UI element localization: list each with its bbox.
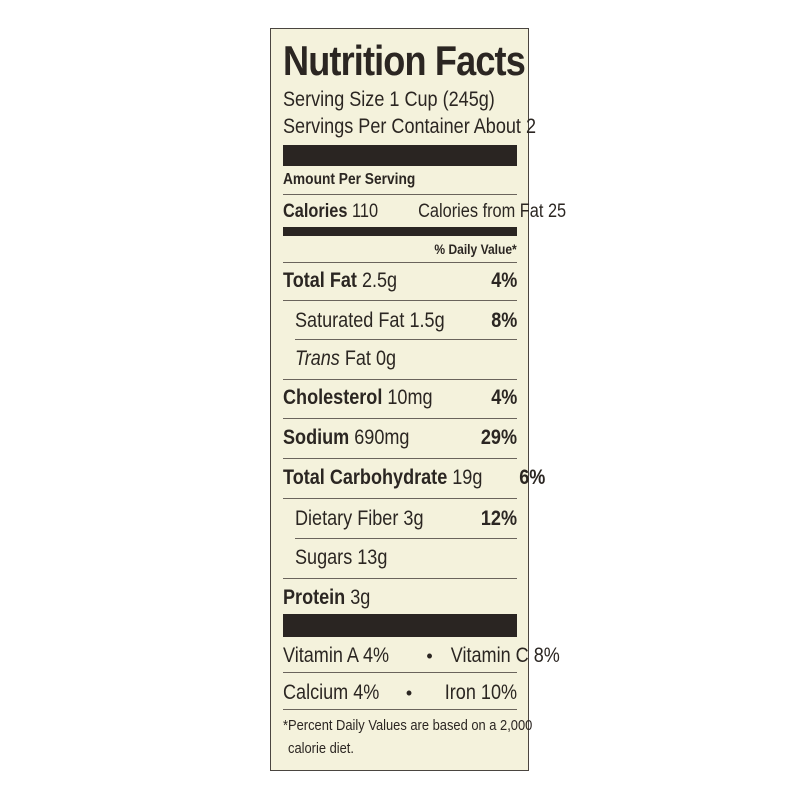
divider [283, 709, 517, 710]
divider [283, 498, 517, 499]
bullet-separator: • [426, 646, 433, 666]
nutrient-amount: 19g [452, 466, 483, 489]
nutrient-label: Protein [283, 586, 346, 609]
nutrient-row-cholesterol: Cholesterol 10mg 4% [283, 386, 517, 410]
medium-divider [283, 227, 517, 236]
title-text: Nutrition Facts [283, 37, 526, 84]
nutrient-amount: 3g [403, 507, 424, 530]
nutrient-label: Cholesterol [283, 386, 383, 409]
servings-per-container: Servings Per Container About 2 [283, 115, 536, 139]
calories-row: Calories 110 Calories from Fat 25 [283, 201, 566, 223]
nutrient-row-sodium: Sodium 690mg 29% [283, 426, 517, 450]
nutrient-dv: 6% [519, 466, 546, 489]
calories-label: Calories [283, 201, 348, 222]
serving-size-text: Serving Size 1 Cup (245g) [283, 88, 495, 111]
nutrient-label: Sodium [283, 426, 350, 449]
nutrient-amount: 690mg [354, 426, 410, 449]
nutrient-amount: 13g [357, 546, 388, 569]
calories-from-fat: Calories from Fat 25 [417, 201, 566, 222]
nutrient-dv: 4% [490, 386, 517, 409]
footnote-text: *Percent Daily Values are based on a 2,0… [283, 717, 533, 734]
amount-per-serving: Amount Per Serving [283, 171, 517, 189]
divider [295, 339, 517, 340]
nutrient-label: Total Fat [283, 269, 357, 292]
divider [283, 418, 517, 419]
divider [283, 262, 517, 263]
daily-value-header-text: % Daily Value* [434, 241, 517, 257]
thick-divider [283, 614, 517, 637]
calories-value: 110 [352, 201, 379, 222]
nutrient-row-total-carbohydrate: Total Carbohydrate 19g 6% [283, 466, 545, 490]
mineral-row: Calcium 4% • Iron 10% [283, 681, 517, 705]
divider [283, 578, 517, 579]
footnote-text: calorie diet. [288, 740, 354, 757]
iron: Iron 10% [444, 681, 517, 704]
nutrient-dv: 12% [480, 507, 517, 530]
vitamin-row: Vitamin A 4% • Vitamin C 8% [283, 644, 560, 668]
calcium: Calcium 4% [283, 681, 380, 704]
vitamin-a: Vitamin A 4% [283, 644, 390, 667]
footnote-line-1: *Percent Daily Values are based on a 2,0… [283, 717, 532, 734]
nutrition-facts-panel: Nutrition Facts Serving Size 1 Cup (245g… [270, 28, 566, 771]
amount-per-serving-text: Amount Per Serving [283, 171, 416, 188]
thick-divider [283, 145, 517, 166]
divider [295, 538, 517, 539]
nutrient-label: Sugars [295, 546, 353, 569]
nutrient-row-protein: Protein 3g [283, 586, 517, 610]
servings-text: Servings Per Container About 2 [283, 115, 537, 138]
nutrient-row-sugars: Sugars 13g [283, 546, 517, 570]
bullet-separator: • [405, 683, 413, 703]
nutrient-label: Saturated Fat [295, 309, 405, 332]
vitamin-c: Vitamin C 8% [450, 644, 560, 667]
nutrient-dv: 8% [490, 309, 517, 332]
nutrient-amount: 1.5g [409, 309, 445, 332]
nutrient-row-total-fat: Total Fat 2.5g 4% [283, 269, 517, 293]
nutrient-row-trans-fat: Trans Fat 0g [283, 347, 517, 371]
serving-size: Serving Size 1 Cup (245g) [283, 88, 517, 112]
daily-value-header: % Daily Value* [283, 241, 517, 257]
nutrient-row-dietary-fiber: Dietary Fiber 3g 12% [283, 507, 517, 531]
footnote-line-2: calorie diet. [288, 740, 517, 757]
nutrient-amount: 2.5g [361, 269, 398, 292]
nutrient-label: Total Carbohydrate [283, 466, 448, 489]
nutrient-label: Dietary Fiber [295, 507, 399, 530]
divider [283, 458, 517, 459]
nutrient-row-saturated-fat: Saturated Fat 1.5g 8% [283, 309, 517, 333]
nutrient-amount: Fat 0g [344, 347, 397, 370]
divider [283, 379, 517, 380]
nutrient-dv: 29% [480, 426, 517, 449]
label-title: Nutrition Facts [283, 37, 526, 85]
nutrient-amount: 3g [350, 586, 371, 609]
nutrient-dv: 4% [490, 269, 517, 292]
divider [283, 194, 517, 195]
divider [283, 300, 517, 301]
nutrient-label: Trans [295, 347, 340, 370]
divider [283, 672, 517, 673]
nutrient-amount: 10mg [387, 386, 433, 409]
